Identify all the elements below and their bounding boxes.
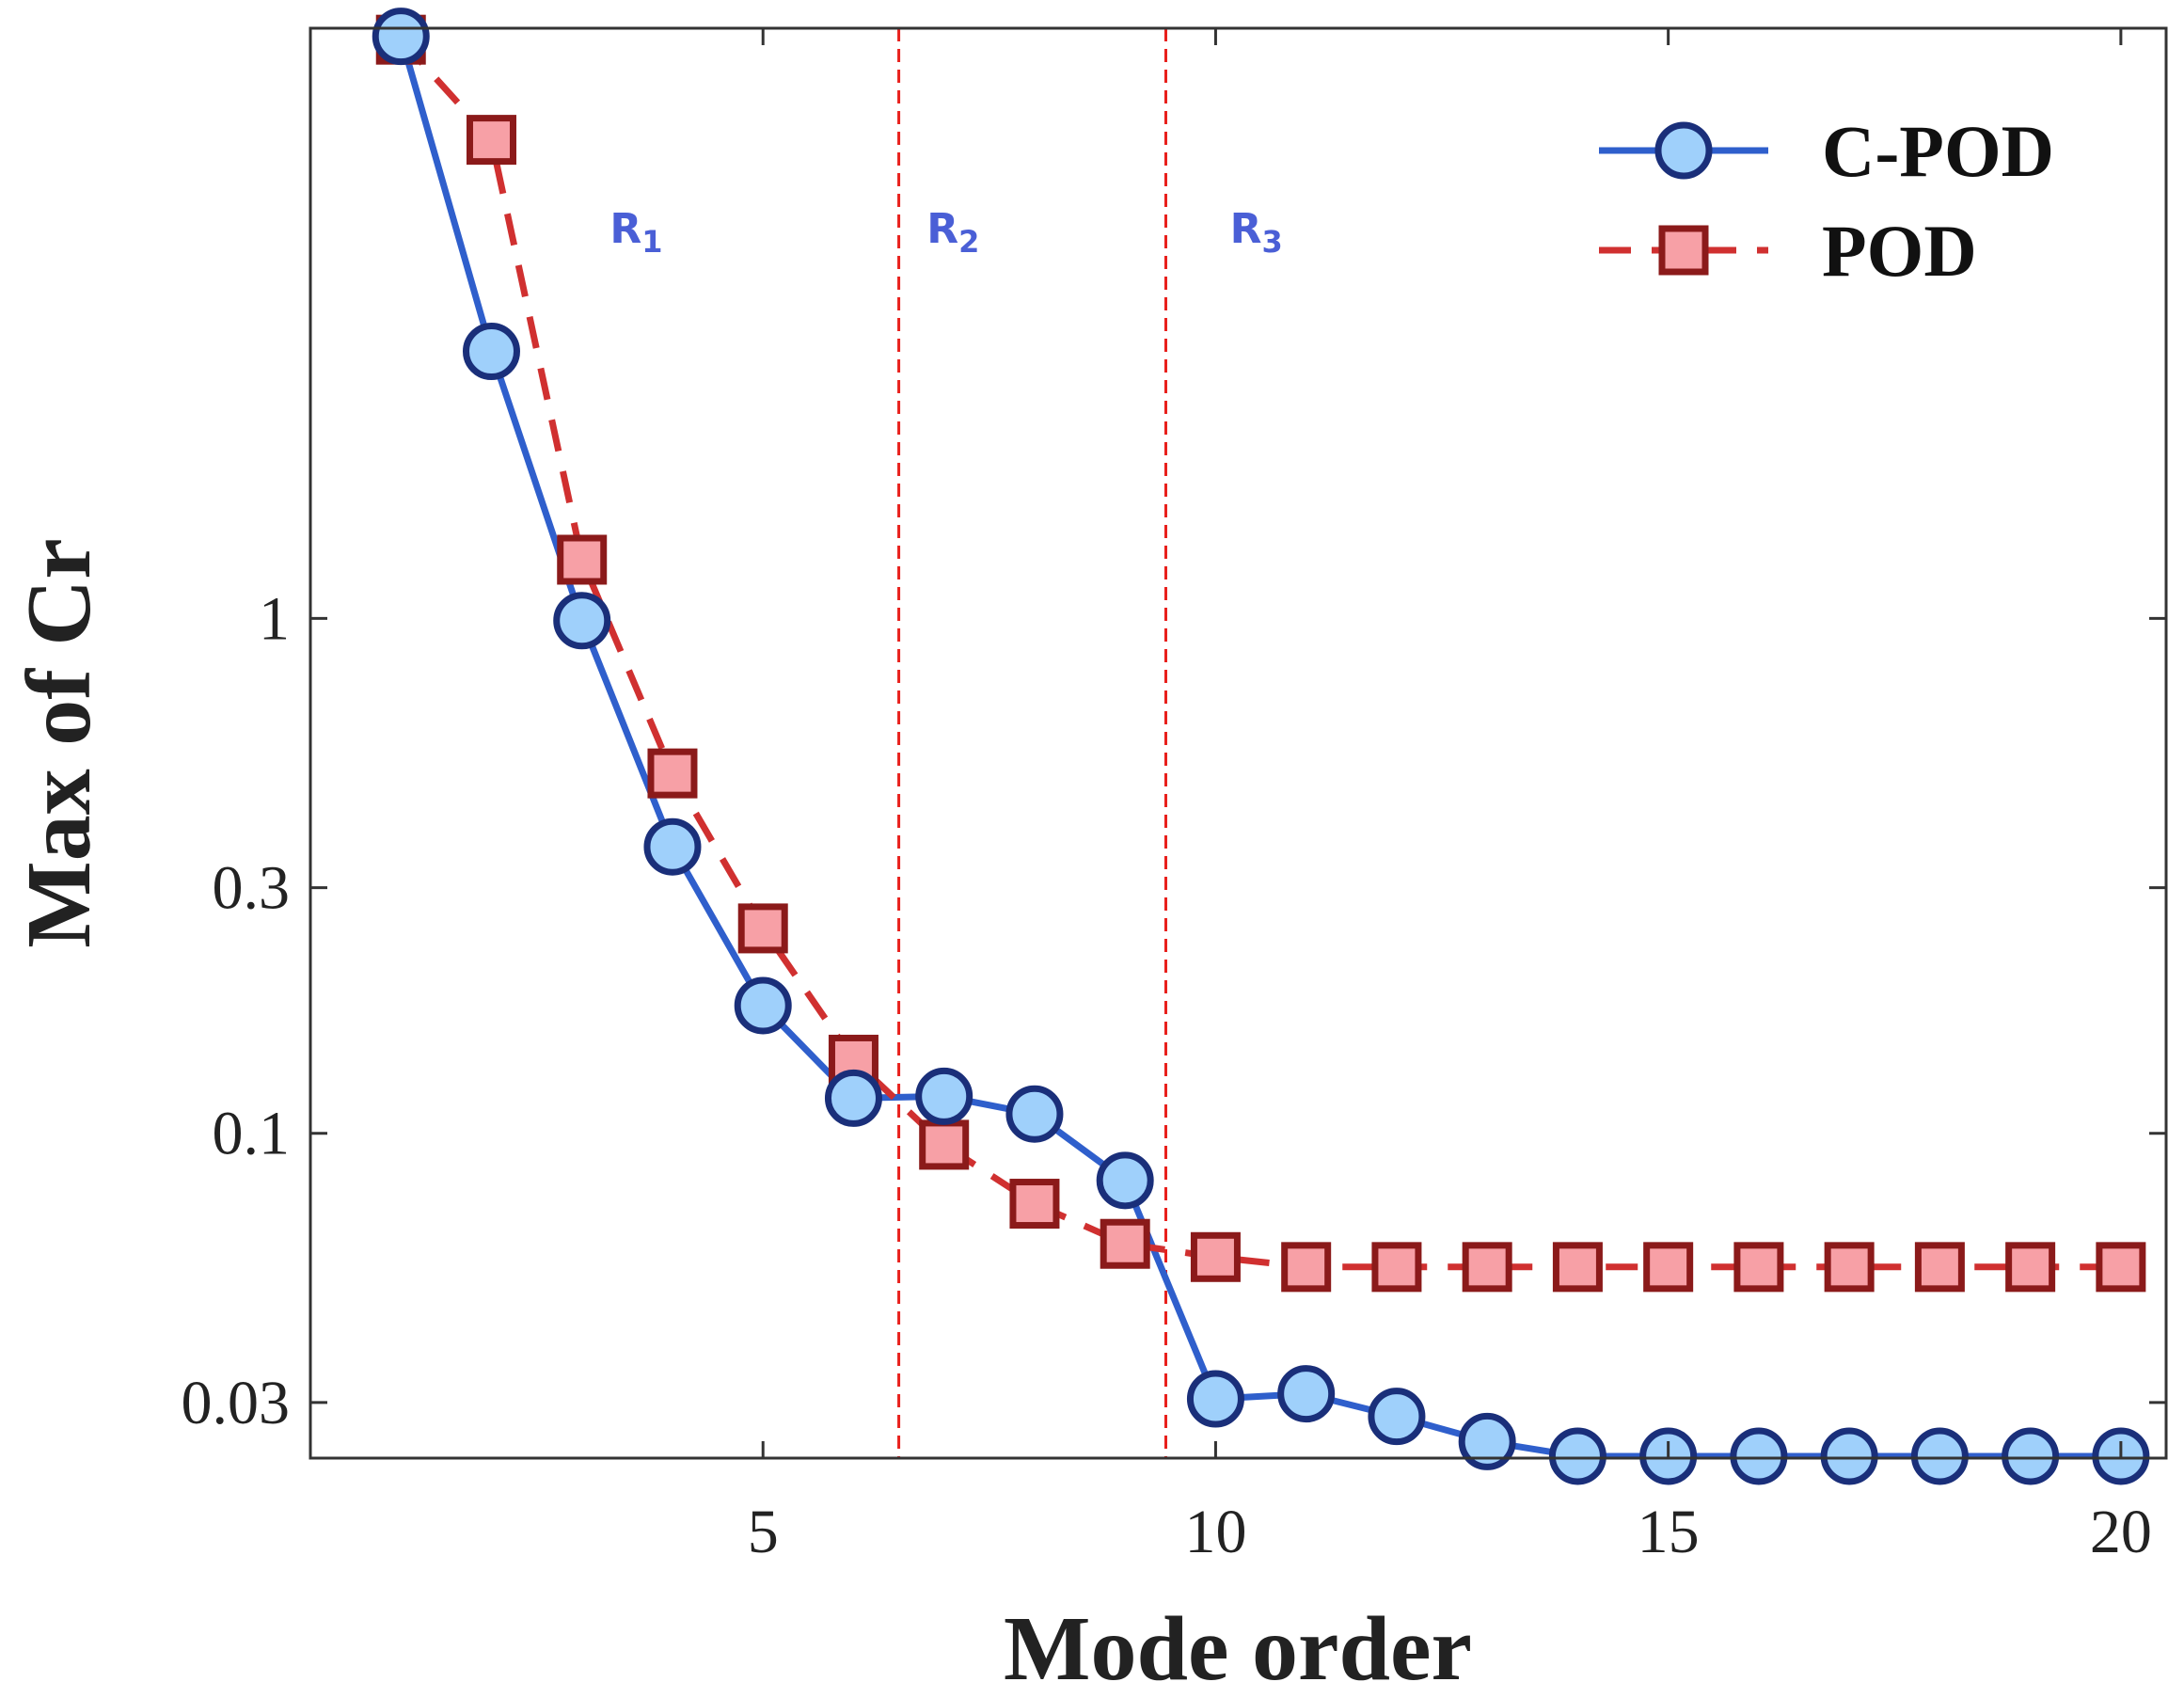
pod-point (1552, 1242, 1603, 1293)
y-tick-label: 0.3 (213, 854, 291, 923)
pod-point (1371, 1242, 1422, 1293)
c-pod-point (1005, 1085, 1064, 1143)
pod-point (1643, 1242, 1694, 1293)
c-pod-point (372, 8, 430, 66)
pod-point (647, 748, 698, 799)
pod-point (1914, 1242, 1965, 1293)
c-pod-point (1368, 1388, 1426, 1446)
c-pod-point (2002, 1427, 2060, 1485)
y-axis-title: Max of Cr (8, 538, 110, 947)
pod-point (1100, 1218, 1150, 1269)
c-pod-point (1186, 1370, 1244, 1428)
pod-point (737, 903, 788, 954)
c-pod-point (1096, 1151, 1154, 1210)
series-markers (372, 8, 2150, 1485)
pod-point (466, 115, 516, 166)
legend-marker-pod (1658, 225, 1709, 276)
pod-point (557, 534, 608, 585)
x-tick-label: 5 (748, 1498, 779, 1566)
x-axis-title: Mode order (1004, 1598, 1472, 1698)
c-pod-point (1820, 1427, 1878, 1485)
axis-ticks (310, 28, 2166, 1458)
c-pod-point (1277, 1365, 1336, 1423)
c-pod-point (553, 592, 611, 650)
plot-frame (309, 26, 2168, 1460)
pod-point (2096, 1242, 2146, 1293)
y-tick-label: 0.1 (213, 1100, 291, 1168)
c-pod-point (824, 1069, 882, 1127)
c-pod-point (915, 1067, 973, 1125)
c-pod-point (643, 817, 702, 876)
c-pod-point (462, 323, 520, 381)
legend-label-pod: POD (1822, 210, 1977, 292)
x-tick-label: 10 (1184, 1498, 1246, 1566)
pod-point (1824, 1242, 1875, 1293)
region-dividers (897, 28, 1168, 1458)
c-pod-point (1458, 1412, 1516, 1470)
c-pod-point (1730, 1427, 1788, 1485)
pod-point (1009, 1179, 1060, 1230)
c-pod-point (734, 976, 792, 1035)
x-tick-label: 15 (1638, 1498, 1700, 1566)
c-pod-point (1548, 1427, 1606, 1485)
pod-point (1733, 1242, 1784, 1293)
legend-marker-c-pod (1654, 121, 1713, 180)
c-pod-point (1910, 1427, 1969, 1485)
pod-point (1462, 1242, 1512, 1293)
pod-point (1190, 1231, 1241, 1282)
pod-point (2005, 1242, 2056, 1293)
pod-point (919, 1119, 970, 1170)
axis-tick-labels: 5 10 15 20 0.03 0.1 0.3 1 (182, 584, 2152, 1566)
pod-point (1281, 1242, 1332, 1293)
y-tick-label: 0.03 (182, 1369, 291, 1437)
x-tick-label: 20 (2090, 1498, 2152, 1566)
legend-label-c-pod: C-POD (1822, 110, 2054, 192)
legend: C-POD POD (1599, 110, 2054, 292)
y-tick-label: 1 (259, 584, 290, 653)
